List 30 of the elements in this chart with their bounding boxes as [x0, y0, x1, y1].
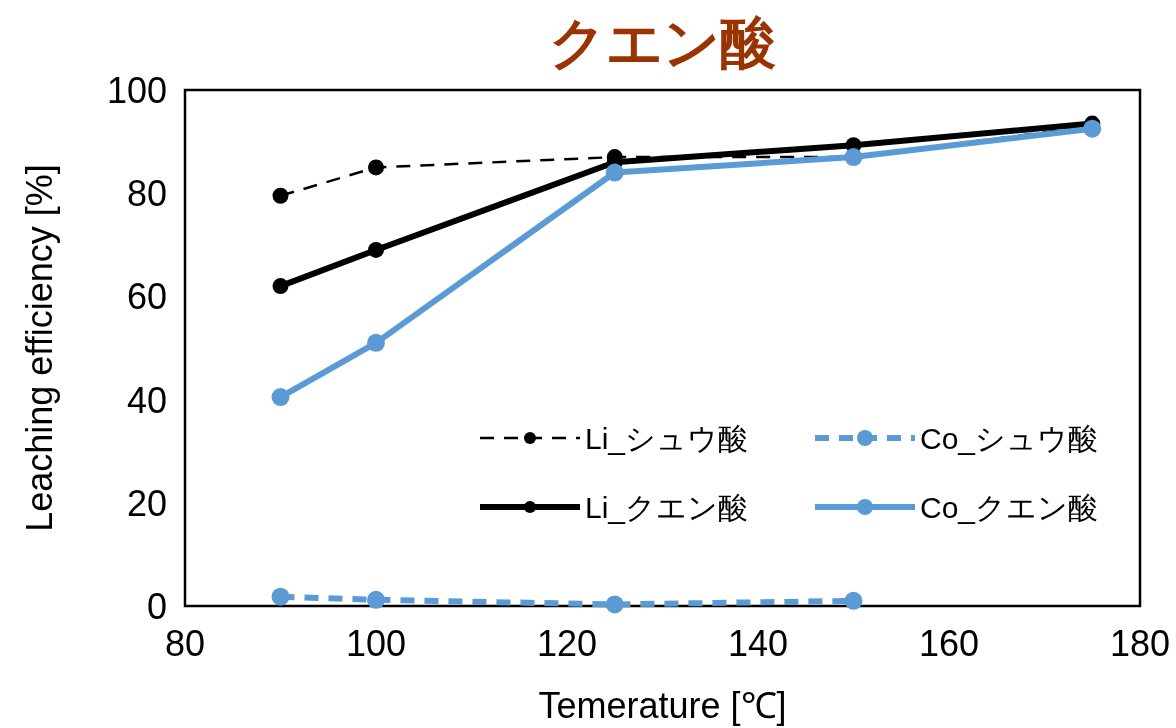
chart-title: クエン酸: [549, 11, 776, 74]
y-tick-label: 80: [126, 173, 167, 215]
point: [367, 333, 385, 352]
y-tick-label: 40: [126, 379, 167, 421]
point: [605, 595, 624, 614]
point: [844, 591, 863, 610]
point: [368, 241, 384, 258]
point: [272, 187, 289, 204]
legend-label: Co_クエン酸: [920, 491, 1099, 524]
y-tick-label: 100: [106, 70, 167, 111]
y-axis-title: Leaching efficiency [%]: [19, 164, 60, 532]
x-axis-title: Temerature [℃]: [538, 685, 787, 726]
legend-label: Co_シュウ酸: [920, 422, 1099, 455]
x-tick-label: 140: [727, 623, 789, 664]
point: [271, 388, 290, 407]
legend-label: Li_クエン酸: [585, 491, 749, 524]
x-tick-label: 180: [1109, 623, 1171, 664]
point: [605, 163, 624, 182]
y-tick-label: 0: [146, 586, 167, 627]
point: [368, 159, 384, 176]
x-tick-label: 80: [164, 623, 206, 664]
point: [367, 590, 385, 609]
y-tick-label: 60: [126, 276, 167, 318]
x-tick-label: 160: [918, 623, 980, 664]
point: [271, 587, 290, 606]
x-tick-label: 120: [536, 623, 598, 664]
y-tick-label: 20: [126, 482, 167, 524]
x-tick-label: 100: [345, 623, 407, 664]
legend-label: Li_シュウ酸: [585, 422, 749, 455]
point: [272, 278, 289, 295]
